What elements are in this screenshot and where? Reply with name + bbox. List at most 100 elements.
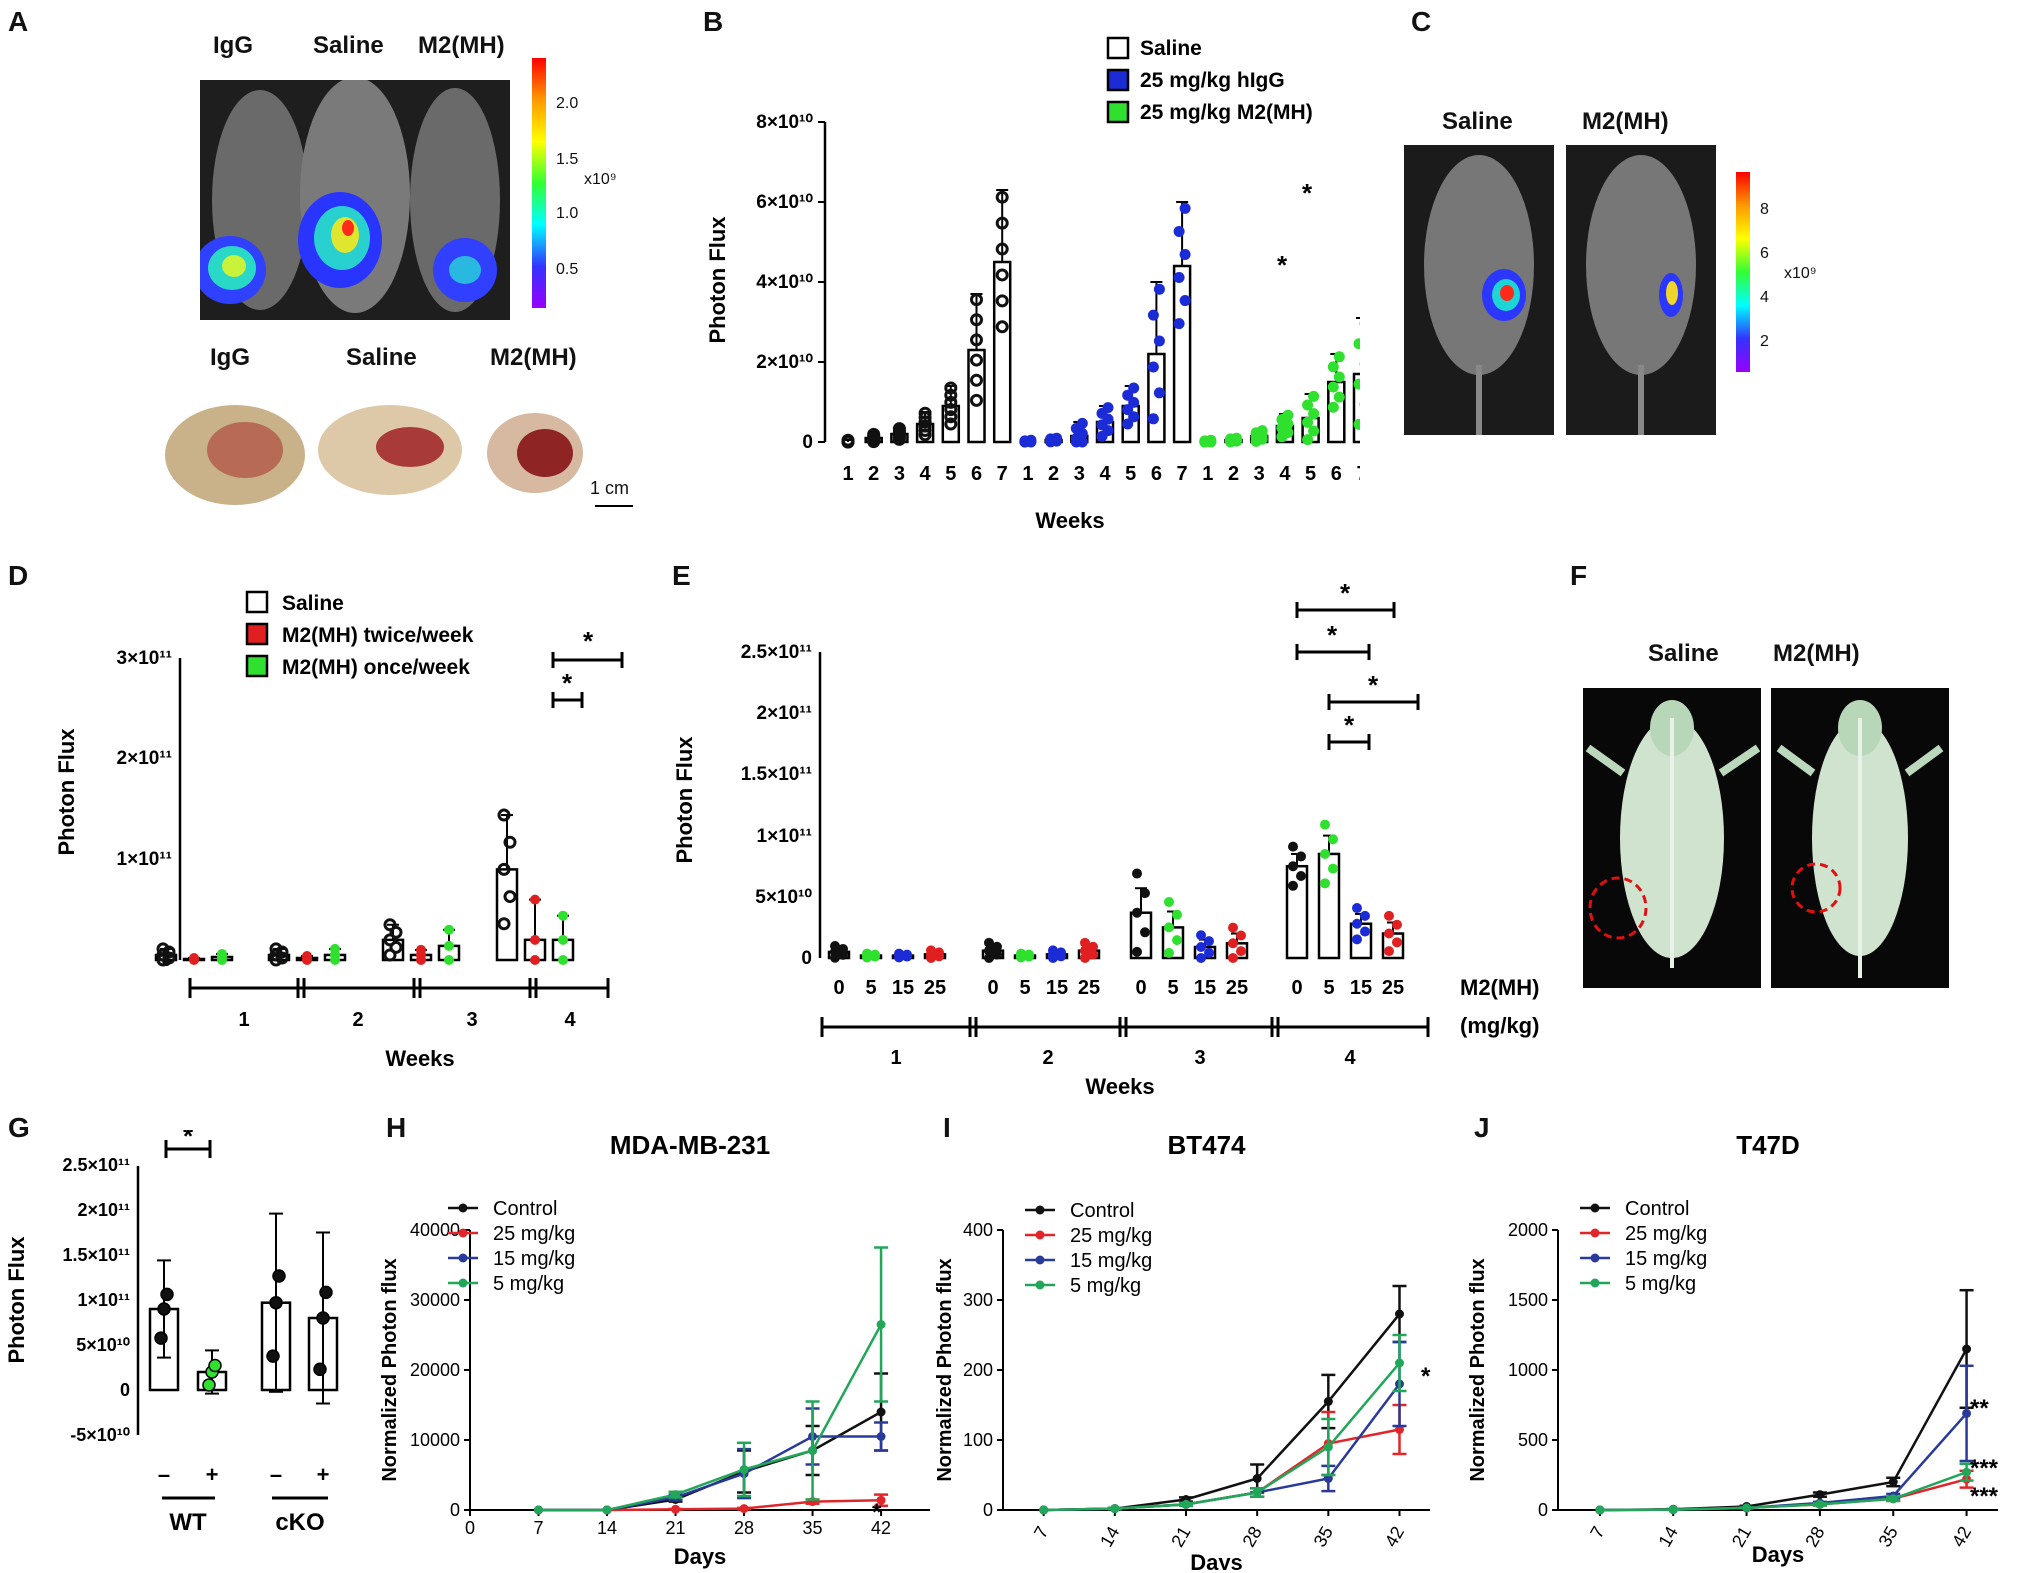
colorbar-c-unit: x10⁹ — [1784, 265, 1817, 282]
chart-b-point — [867, 427, 881, 441]
series-line — [538, 1435, 882, 1512]
chart-e-point — [862, 948, 872, 959]
chart-b-point — [918, 406, 932, 420]
chart-e-point — [1056, 947, 1066, 958]
chart-e-dose-tick: 15 — [1350, 977, 1372, 999]
chart-b-point — [995, 242, 1009, 256]
chart-b-point — [1173, 272, 1185, 284]
chart-b-point — [1128, 382, 1140, 394]
chart-e-week: 2 — [1042, 1047, 1053, 1069]
chart-b-point — [892, 422, 906, 436]
chart-b-point — [1179, 295, 1191, 307]
chart-e-week: 3 — [1194, 1047, 1205, 1069]
chart-d-point — [503, 835, 517, 849]
chart-e-dose-tick: 0 — [1291, 977, 1302, 999]
chart-b-point — [1359, 401, 1360, 407]
y-tick-label: 10000 — [410, 1430, 460, 1450]
chart-e-point — [984, 937, 994, 948]
chart-e-point — [1088, 949, 1098, 960]
x-tick-label: 35 — [1875, 1523, 1902, 1550]
chart-b-point — [970, 393, 983, 407]
x-tick-label: 14 — [1096, 1523, 1123, 1550]
chart-title: MDA-MB-231 — [610, 1130, 770, 1160]
y-axis-label: Normalized Photon flux — [935, 1258, 956, 1481]
chart-b: Photon Flux 0 2×10¹⁰ 4×10¹⁰ 6×10¹⁰ 8×10¹… — [705, 36, 1360, 533]
legend-label: 5 mg/kg — [493, 1273, 564, 1295]
chart-g-xtick: – — [158, 1462, 170, 1487]
chart-g-point — [154, 1331, 168, 1345]
chart-e-ytick: 0 — [801, 948, 812, 969]
chart-e-point — [1048, 945, 1058, 956]
chart-b-point — [1359, 361, 1360, 367]
chart-d-point — [530, 934, 540, 945]
series-point — [1181, 1499, 1191, 1509]
chart-b-ytick: 2×10¹⁰ — [756, 352, 813, 373]
chart-e-point — [984, 953, 994, 963]
chart-d-point — [302, 950, 312, 961]
x-tick-label: 35 — [803, 1518, 823, 1538]
chart-d-point — [497, 862, 511, 876]
chart-b-star: * — [1302, 178, 1313, 208]
chart-b-point — [1122, 389, 1134, 401]
chart-d-point — [330, 943, 340, 954]
chart-b-point — [944, 410, 958, 424]
significance-star: ** — [1970, 1395, 1989, 1422]
legend-b-higg: 25 mg/kg hIgG — [1140, 69, 1285, 92]
legend-b-saline: Saline — [1140, 37, 1202, 60]
chart-e-point — [1140, 888, 1150, 899]
chart-e-point — [1328, 863, 1338, 874]
chart-e-point — [1228, 953, 1238, 963]
chart-d-point — [530, 894, 540, 905]
x-tick-label: 42 — [1948, 1523, 1975, 1550]
series-point — [876, 1495, 886, 1505]
legend-label: Control — [493, 1198, 557, 1220]
chart-b-point — [1153, 387, 1165, 399]
chart-b-point — [944, 417, 958, 431]
chart-e-star: * — [1344, 710, 1355, 740]
chart-e-dose-tick: 0 — [833, 977, 844, 999]
series-point — [876, 1320, 886, 1329]
legend-label: 5 mg/kg — [1625, 1273, 1696, 1295]
chart-b-point — [1308, 425, 1320, 437]
chart-d-ytick: 3×10¹¹ — [117, 648, 172, 669]
chart-e: Photon Flux 0 5×10¹⁰ 1×10¹¹ 1.5×10¹¹ 2×1… — [672, 580, 1539, 1099]
colorbar-a — [532, 58, 546, 308]
chart-e-point — [934, 947, 944, 958]
chart-e-dose-tick: 15 — [1194, 977, 1216, 999]
chart-e-point — [1172, 935, 1182, 946]
series-point — [1668, 1505, 1678, 1515]
chart-b-point — [918, 411, 932, 425]
chart-e-dose-tick: 25 — [924, 977, 946, 999]
label-m2mh: M2(MH) — [418, 32, 505, 59]
legend-d-saline: Saline — [282, 592, 344, 615]
chart-d-point — [558, 934, 568, 945]
legend-marker — [458, 1278, 468, 1288]
chart-e-point — [1196, 930, 1206, 941]
legend-marker — [458, 1228, 468, 1238]
y-tick-label: 500 — [1518, 1430, 1548, 1450]
chart-e-xlabel: Weeks — [1085, 1074, 1154, 1099]
panel-letter-e: E — [672, 560, 691, 591]
chart-d-point — [530, 955, 540, 965]
chart-e-point — [1296, 851, 1306, 862]
series-point — [876, 1407, 886, 1417]
chart-b-point — [995, 190, 1009, 204]
series-line — [538, 1323, 883, 1512]
chart-d-point — [558, 910, 568, 921]
series-point — [1962, 1344, 1972, 1354]
x-tick-label: 28 — [1801, 1523, 1828, 1550]
chart-g-ytick: 0 — [120, 1380, 130, 1400]
chart-b-xtick: 6 — [1331, 463, 1342, 485]
chart-b-point — [1282, 409, 1294, 421]
chart-e-star: * — [1327, 620, 1338, 650]
y-tick-label: 0 — [983, 1500, 993, 1520]
significance-star: *** — [1970, 1483, 1999, 1510]
chart-e-point — [1392, 937, 1402, 948]
chart-d-point — [497, 917, 511, 931]
chart-e-point — [1132, 946, 1142, 957]
chart-b-point — [944, 381, 958, 395]
chart-b-xtick: 7 — [997, 463, 1008, 485]
chart-j: T47D 0 500 1000 1500 2000 Normalized Photon fl… — [1468, 1130, 1999, 1567]
chart-g-group-wt: WT — [169, 1509, 207, 1536]
chart-d-point — [389, 940, 403, 954]
